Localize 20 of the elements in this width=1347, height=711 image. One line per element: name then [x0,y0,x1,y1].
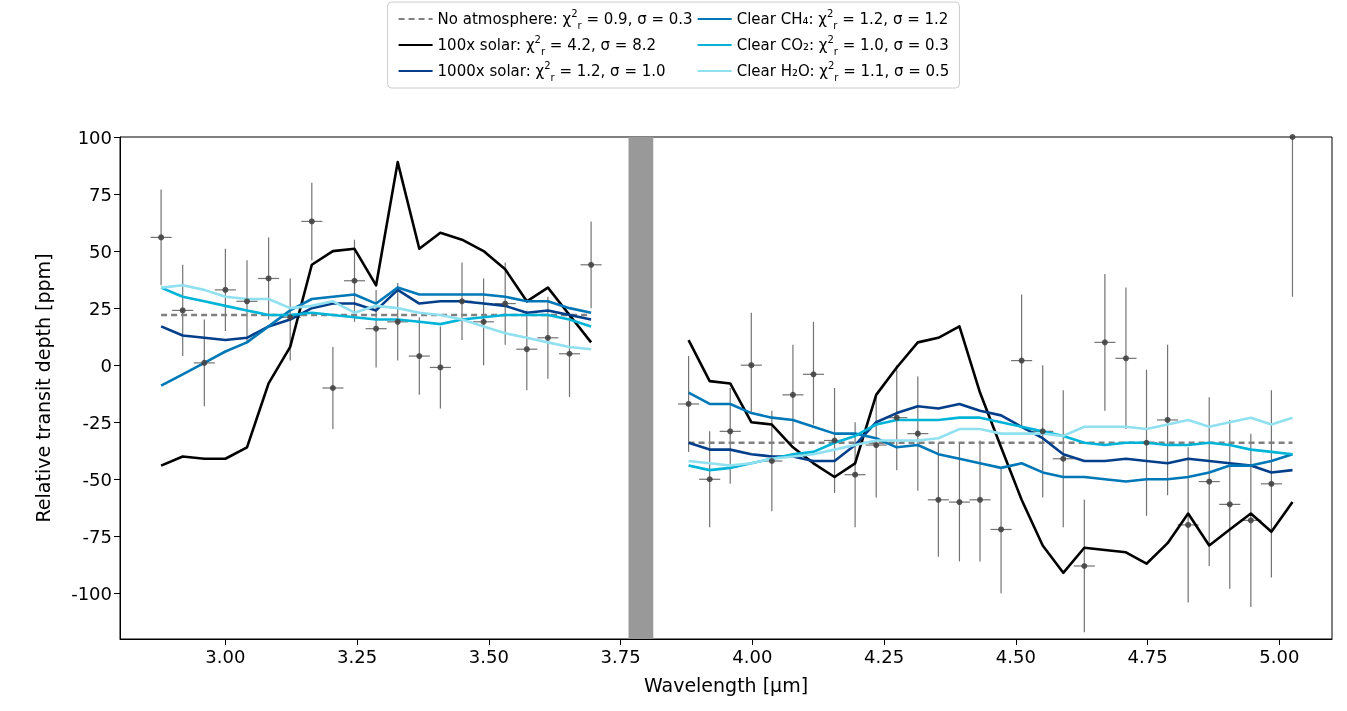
x-axis-title: Wavelength [μm] [643,673,809,696]
x-tick-label: 3.25 [337,645,378,667]
y-tick-label: -100 [71,582,112,604]
x-tick-label: 3.50 [468,645,509,667]
y-tick-label: -75 [82,525,112,547]
x-tick-label: 5.00 [1259,645,1300,667]
y-tick-label: -25 [82,411,112,433]
y-axis-title: Relative transit depth [ppm] [31,253,54,523]
x-tick-label: 4.25 [864,645,905,667]
y-tick-label: 100 [77,126,112,148]
x-tick-label: 4.75 [1127,645,1168,667]
y-tick-label: 50 [89,240,112,262]
y-tick-label: 0 [100,354,112,376]
x-tick-label: 3.00 [205,645,246,667]
x-tick-label: 3.75 [600,645,641,667]
y-tick-label: 75 [89,183,112,205]
y-tick-label: 25 [89,297,112,319]
y-tick-label: -50 [82,468,112,490]
x-tick-label: 4.00 [732,645,773,667]
x-tick-label: 4.50 [995,645,1036,667]
